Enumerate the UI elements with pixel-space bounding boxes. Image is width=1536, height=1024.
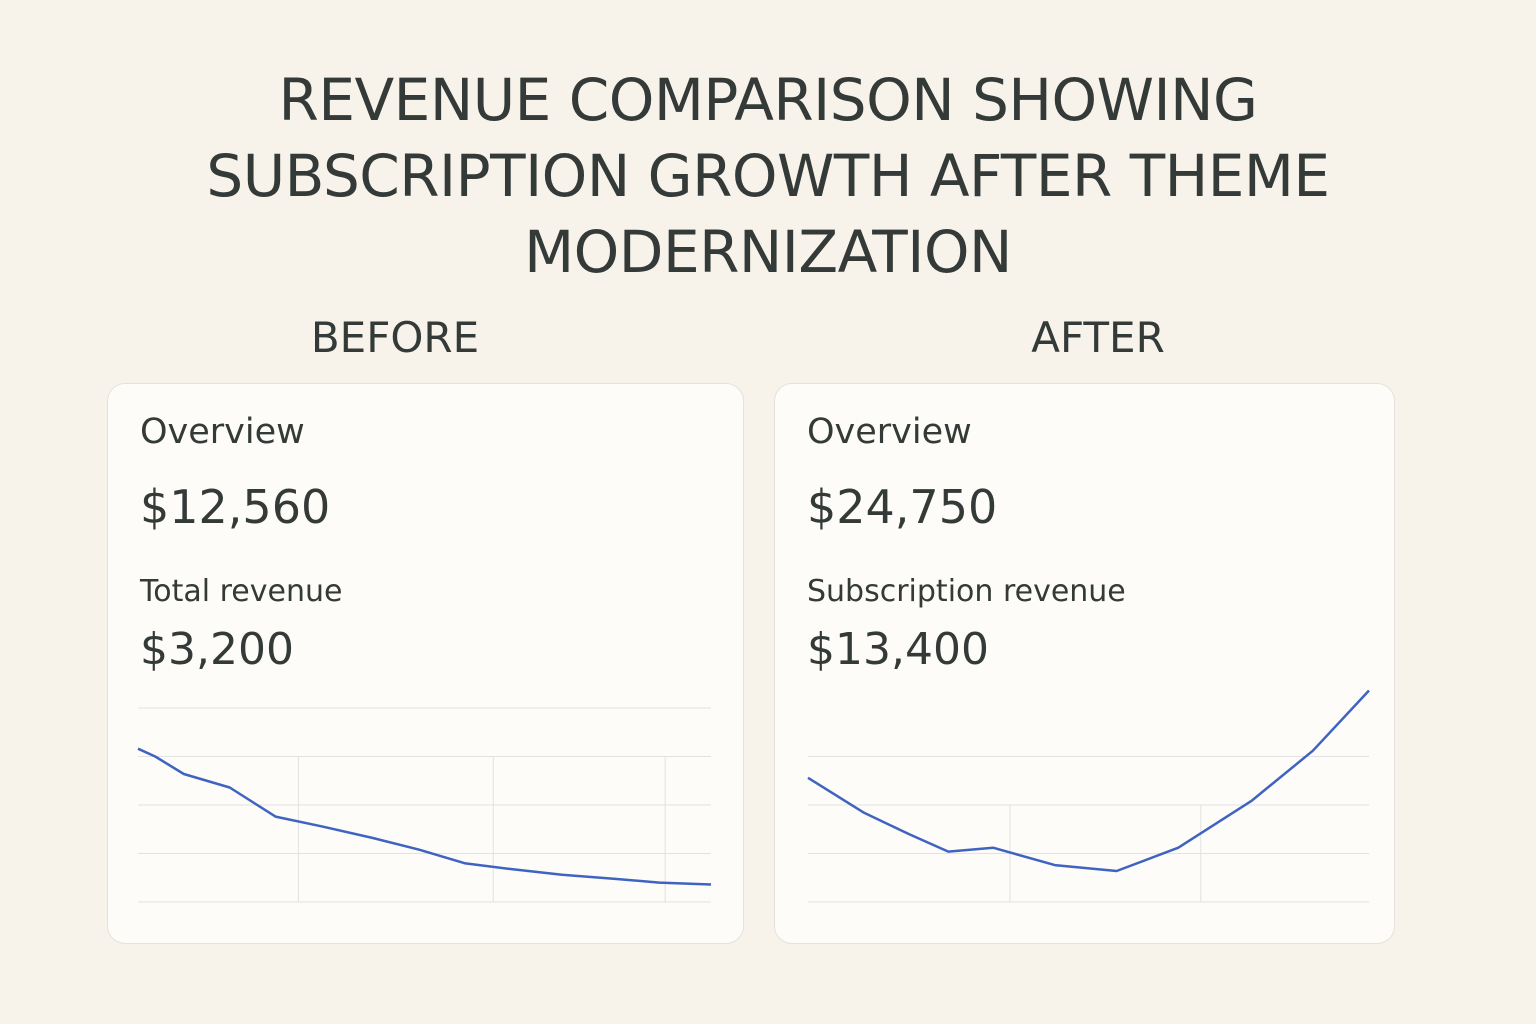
card-heading: Overview bbox=[140, 412, 305, 452]
card-amount: $24,750 bbox=[807, 480, 998, 534]
card-heading: Overview bbox=[807, 412, 972, 452]
chart bbox=[137, 707, 712, 903]
panel-label: BEFORE bbox=[310, 313, 480, 362]
line bbox=[137, 747, 712, 886]
card: Overview $12,560 Total revenue $3,200 bbox=[107, 383, 744, 944]
metric-label: Subscription revenue bbox=[807, 574, 1126, 609]
chart bbox=[807, 689, 1370, 903]
card: Overview $24,750 Subscription revenue $1… bbox=[774, 383, 1395, 944]
card-amount: $12,560 bbox=[140, 480, 331, 534]
line bbox=[807, 689, 1370, 873]
metric-label: Total revenue bbox=[140, 574, 343, 609]
metric-value: $3,200 bbox=[140, 624, 294, 675]
page-title: REVENUE COMPARISON SHOWING SUBSCRIPTION … bbox=[206, 66, 1330, 286]
metric-value: $13,400 bbox=[807, 624, 989, 675]
panel-label: AFTER bbox=[1031, 313, 1165, 362]
